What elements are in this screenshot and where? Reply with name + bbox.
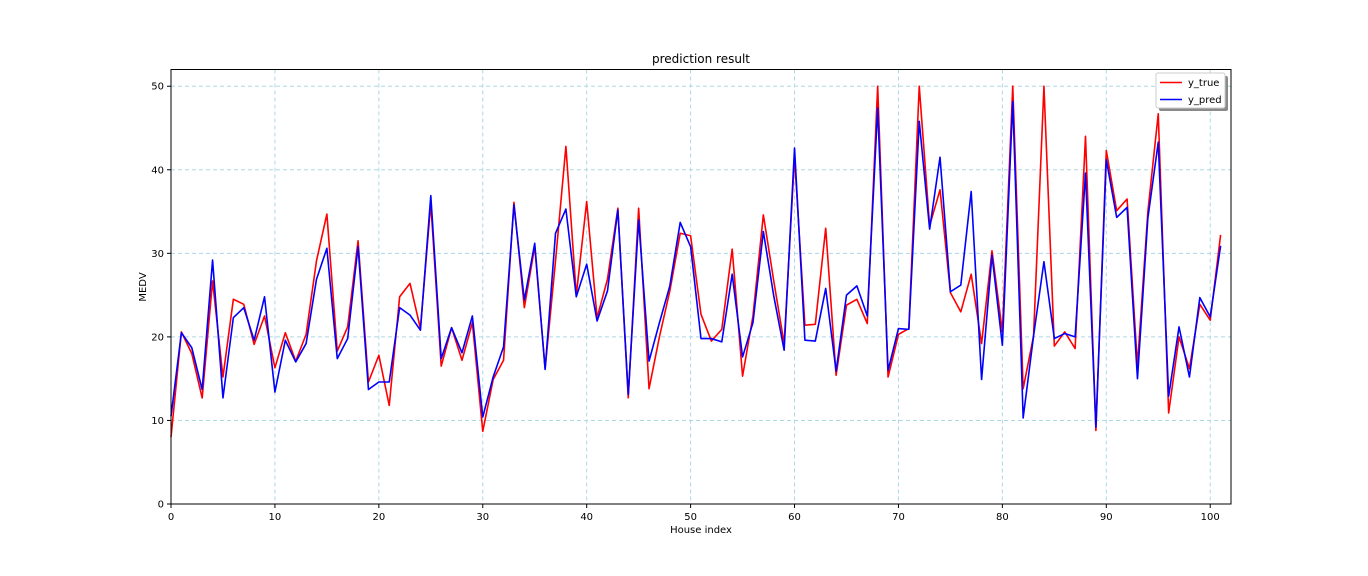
y-axis-label: MEDV <box>138 272 149 301</box>
x-axis-label: House index <box>670 525 732 536</box>
grid <box>171 69 1231 504</box>
series-line-y-true <box>170 85 1222 438</box>
x-tick-label: 100 <box>1201 512 1220 523</box>
x-tick-label: 80 <box>996 512 1009 523</box>
y-tick-label: 20 <box>151 332 164 343</box>
x-tick-label: 60 <box>788 512 801 523</box>
legend-label-y-pred: y_pred <box>1188 95 1222 106</box>
x-tick-label: 10 <box>269 512 282 523</box>
y-axis-ticks: 0 10 20 30 40 50 <box>151 82 171 511</box>
x-tick-label: 30 <box>476 512 489 523</box>
legend-label-y-true: y_true <box>1188 78 1219 89</box>
series-lines <box>170 85 1222 438</box>
x-tick-label: 0 <box>168 512 174 523</box>
x-tick-label: 40 <box>580 512 593 523</box>
y-tick-label: 0 <box>158 500 164 511</box>
y-tick-label: 50 <box>151 82 164 93</box>
chart-title: prediction result <box>652 52 750 66</box>
y-tick-label: 40 <box>151 165 164 176</box>
x-tick-label: 90 <box>1100 512 1113 523</box>
y-tick-label: 10 <box>151 416 164 427</box>
y-tick-label: 30 <box>151 249 164 260</box>
x-axis-ticks: 0 10 20 30 40 50 60 70 80 90 100 <box>168 504 1220 523</box>
legend: y_true y_pred <box>1155 72 1228 111</box>
x-tick-label: 20 <box>372 512 385 523</box>
x-tick-label: 50 <box>684 512 697 523</box>
plot-frame <box>170 69 1232 505</box>
series-line-y-pred <box>170 100 1222 428</box>
x-tick-label: 70 <box>892 512 905 523</box>
